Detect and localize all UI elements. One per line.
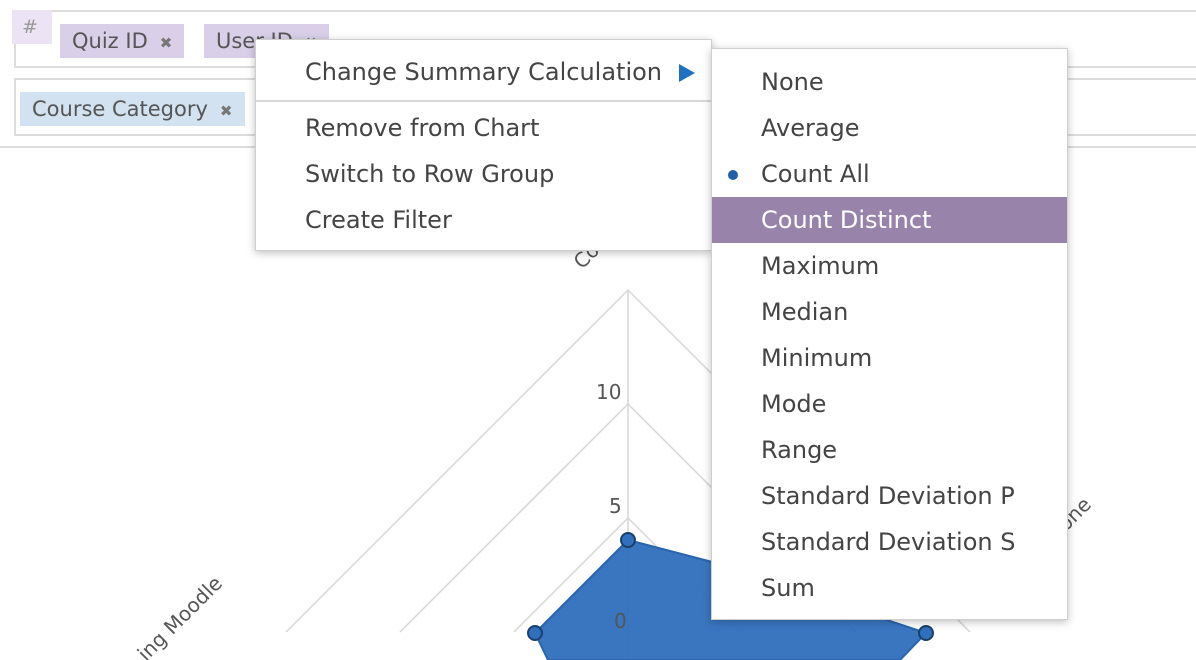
hash-icon: # [12,10,52,44]
submenu-item-standard-deviation-s[interactable]: Standard Deviation S [712,519,1067,565]
submenu-item-minimum[interactable]: Minimum [712,335,1067,381]
radial-tick-label: 5 [609,494,622,518]
menu-item-remove-from-chart[interactable]: Remove from Chart [256,105,711,151]
chip-label: Quiz ID [72,29,148,53]
submenu-item-label: Count Distinct [761,206,932,234]
submenu-arrow-icon [679,64,695,82]
menu-item-create-filter[interactable]: Create Filter [256,197,711,243]
selected-bullet-icon [728,170,738,180]
menu-item-switch-to-row-group[interactable]: Switch to Row Group [256,151,711,197]
menu-item-label: Switch to Row Group [305,160,555,188]
menu-separator [256,100,711,102]
radar-data-point[interactable] [620,532,636,548]
submenu-item-label: None [761,68,824,96]
submenu-item-label: Minimum [761,344,873,372]
radar-data-point[interactable] [918,625,934,641]
submenu-item-mode[interactable]: Mode [712,381,1067,427]
menu-item-label: Change Summary Calculation [305,58,663,86]
chip-label: Course Category [32,97,208,121]
axis-label: ing Moodle [133,571,227,660]
column-chip-course-category[interactable]: Course Category ✖ [20,92,245,126]
submenu-item-sum[interactable]: Sum [712,565,1067,611]
submenu-item-none[interactable]: None [712,59,1067,105]
submenu-item-average[interactable]: Average [712,105,1067,151]
menu-item-change-summary-calculation[interactable]: Change Summary Calculation [256,49,711,95]
radial-tick-label: 0 [614,609,627,633]
remove-icon[interactable]: ✖ [159,34,173,52]
submenu-item-label: Maximum [761,252,880,280]
summary-calculation-submenu: None Average Count All Count Distinct Ma… [711,48,1068,620]
remove-icon[interactable]: ✖ [219,102,233,120]
submenu-item-range[interactable]: Range [712,427,1067,473]
submenu-item-label: Average [761,114,860,142]
context-menu: Change Summary Calculation Remove from C… [255,39,712,251]
submenu-item-label: Sum [761,574,815,602]
submenu-item-label: Median [761,298,849,326]
submenu-item-label: Range [761,436,838,464]
submenu-item-label: Mode [761,390,827,418]
submenu-item-label: Standard Deviation P [761,482,1015,510]
submenu-item-count-all[interactable]: Count All [712,151,1067,197]
radar-data-point[interactable] [527,625,543,641]
value-chip-quiz-id[interactable]: Quiz ID ✖ [60,24,185,58]
submenu-item-label: Count All [761,160,870,188]
submenu-item-median[interactable]: Median [712,289,1067,335]
submenu-item-standard-deviation-p[interactable]: Standard Deviation P [712,473,1067,519]
submenu-item-maximum[interactable]: Maximum [712,243,1067,289]
menu-item-label: Remove from Chart [305,114,540,142]
menu-item-label: Create Filter [305,206,452,234]
radial-tick-label: 10 [596,380,621,404]
submenu-item-count-distinct[interactable]: Count Distinct [712,197,1067,243]
submenu-item-label: Standard Deviation S [761,528,1016,556]
